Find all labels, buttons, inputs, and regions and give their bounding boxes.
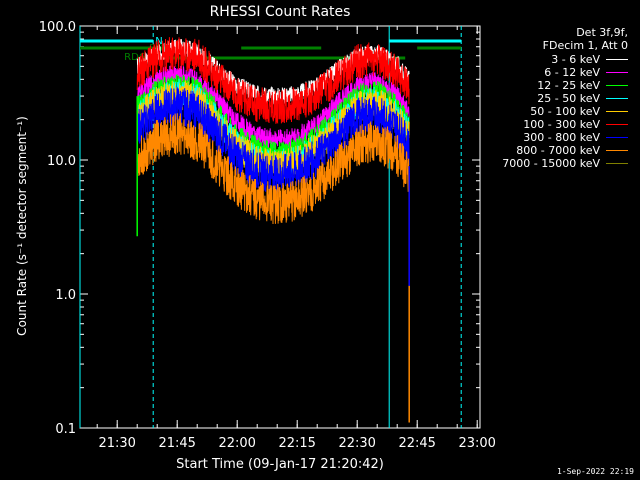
x-tick-label: 22:00: [218, 436, 255, 451]
legend-swatch: [606, 137, 628, 138]
legend-label: 300 - 800 keV: [523, 131, 600, 144]
legend-entry: 50 - 100 keV: [530, 105, 628, 118]
y-tick-label: 100.0: [39, 20, 76, 35]
legend-entry: 800 - 7000 keV: [516, 144, 628, 157]
chart-title: RHESSI Count Rates: [210, 4, 351, 20]
legend-entry: 300 - 800 keV: [523, 131, 628, 144]
legend-swatch: [606, 150, 628, 151]
x-axis-label: Start Time (09-Jan-17 21:20:42): [176, 457, 384, 472]
series-line: [136, 113, 410, 225]
legend-label: 50 - 100 keV: [530, 105, 600, 118]
rd6-flag-label: RD6: [124, 52, 145, 63]
legend-label: 100 - 300 keV: [523, 118, 600, 131]
x-tick-label: 21:45: [158, 436, 195, 451]
x-tick-label: 21:30: [98, 436, 135, 451]
x-tick-label: 22:15: [278, 436, 315, 451]
y-tick-label: 0.1: [55, 422, 76, 437]
x-tick-label: 22:45: [398, 436, 435, 451]
y-tick-label: 10.0: [47, 154, 76, 169]
legend-label: 25 - 50 keV: [537, 92, 600, 105]
legend-entry: 6 - 12 keV: [544, 66, 628, 79]
legend-swatch: [606, 72, 628, 73]
footer-timestamp: 1-Sep-2022 22:19: [556, 467, 634, 476]
plot-area: 0.1 1.0 10.0 100.0 21:30 21:45 22:00 22:15 22:30…: [39, 20, 496, 451]
legend-label: 6 - 12 keV: [544, 66, 600, 79]
x-tick-label: 22:30: [338, 436, 375, 451]
legend-swatch: [606, 59, 628, 60]
legend-swatch: [606, 124, 628, 125]
legend-swatch: [606, 85, 628, 86]
legend-label: 3 - 6 keV: [551, 53, 600, 66]
night-flag-label: N: [155, 36, 162, 47]
x-tick-label: 23:00: [458, 436, 495, 451]
series-line: [136, 37, 410, 125]
legend-entry: 25 - 50 keV: [537, 92, 628, 105]
legend-label: 800 - 7000 keV: [516, 144, 600, 157]
legend-swatch: [606, 111, 628, 112]
legend-instrument-line2: FDecim 1, Att 0: [542, 39, 628, 52]
legend-swatch: [606, 98, 628, 99]
legend-entry: 7000 - 15000 keV: [502, 157, 628, 170]
y-tick-label: 1.0: [55, 288, 76, 303]
legend-swatch: [606, 163, 628, 164]
legend-instrument-line1: Det 3f,9f,: [576, 26, 628, 39]
legend-label: 12 - 25 keV: [537, 79, 600, 92]
y-axis-label: Count Rate (s⁻¹ detector segment⁻¹): [15, 116, 29, 336]
legend-entry: 100 - 300 keV: [523, 118, 628, 131]
legend-label: 7000 - 15000 keV: [502, 157, 600, 170]
legend-entry: 12 - 25 keV: [537, 79, 628, 92]
legend-entry: 3 - 6 keV: [551, 53, 628, 66]
